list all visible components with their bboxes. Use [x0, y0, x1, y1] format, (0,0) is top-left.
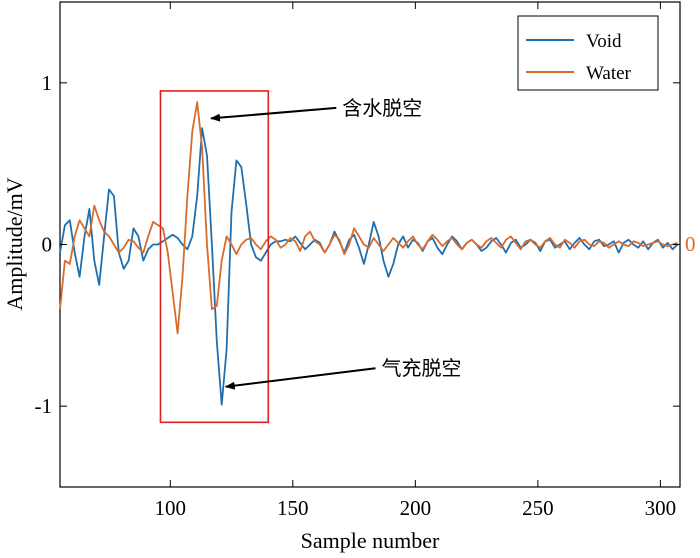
x-tick-label: 300 — [645, 496, 677, 520]
legend: Void Water — [517, 15, 659, 91]
series-line-void — [59, 127, 679, 406]
annotation-label-1: 气充脱空 — [382, 356, 462, 380]
x-tick-label: 200 — [400, 496, 432, 520]
x-axis-label: Sample number — [301, 528, 440, 553]
series-line-water — [59, 101, 678, 335]
x-tick-label: 250 — [522, 496, 554, 520]
edge-label: 0 — [685, 232, 696, 256]
y-tick-label: 0 — [42, 233, 53, 257]
annotation-arrow-0 — [210, 106, 337, 122]
legend-box — [517, 15, 659, 91]
annotation-arrow-1 — [224, 367, 376, 390]
y-axis-label: Amplitude/mV — [2, 177, 27, 310]
highlight-box — [159, 90, 270, 424]
x-tick-label: 150 — [277, 496, 309, 520]
series-layer — [59, 101, 679, 406]
ticks-layer: 100 150 200 250 300 -1 0 1 — [35, 2, 680, 520]
x-tick-label: 100 — [155, 496, 187, 520]
legend-label-void: Void — [586, 31, 622, 52]
y-tick-label: 1 — [42, 71, 53, 95]
annotation-label-0: 含水脱空 — [342, 96, 422, 120]
y-tick-label: -1 — [35, 394, 53, 418]
legend-label-water: Water — [586, 63, 632, 84]
